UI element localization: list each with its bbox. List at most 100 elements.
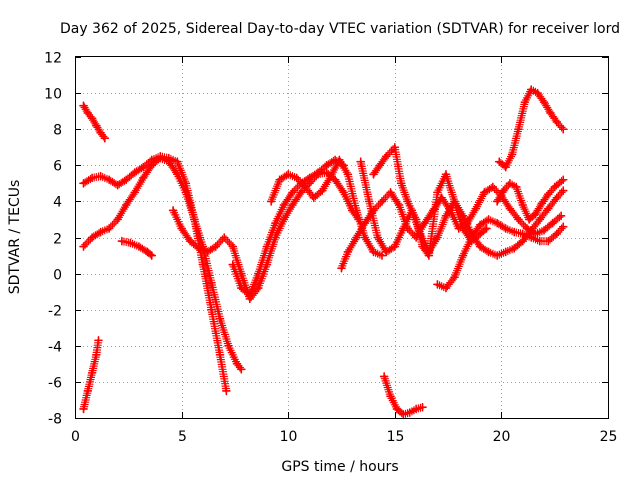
data-point [222,386,231,396]
data-point [337,263,346,273]
data-point [207,305,216,314]
data-point [339,188,348,197]
data-point [512,182,521,192]
data-point [364,197,374,206]
data-point [134,242,144,251]
data-point [520,97,530,107]
data-point [117,236,127,246]
x-tick-label: 0 [71,429,80,445]
data-point [514,215,523,224]
data-point [526,233,536,242]
data-point [322,161,331,170]
data-point [335,155,344,165]
data-point [531,209,540,219]
data-point [411,215,421,224]
series-markers [495,85,568,172]
data-point [87,368,97,378]
data-point [492,218,502,228]
data-point [558,186,568,195]
data-point [79,179,88,188]
data-point [96,171,105,181]
data-point [492,251,502,260]
data-point [539,225,549,235]
data-point [92,350,101,360]
data-point [143,247,152,257]
data-point [524,215,534,224]
data-point [424,251,434,260]
data-point [292,173,302,183]
data-point [215,314,225,324]
data-point [92,121,101,130]
series-arc-7 [228,155,348,300]
series-arc-14 [494,85,568,172]
y-tick-label: 12 [44,51,62,67]
data-point [441,170,451,179]
data-point [224,341,233,351]
data-point [399,410,408,419]
data-point [147,251,157,260]
data-point [558,175,568,185]
data-point [556,211,566,221]
data-point [377,197,387,206]
data-point [379,372,389,381]
data-point [450,272,459,282]
y-tick-label: 4 [53,195,62,211]
data-point [236,283,246,293]
data-point [211,242,221,251]
data-point [552,193,562,203]
data-point [526,225,536,235]
data-point [501,224,510,233]
data-point [484,247,493,257]
data-point [373,233,383,242]
data-point [207,278,216,287]
data-point [173,170,182,179]
data-point [458,251,468,260]
data-point [305,173,314,183]
y-tick-label: 10 [44,87,62,103]
data-point [552,229,562,239]
series-arc-2 [79,336,103,414]
data-point [501,247,510,257]
x-axis-label: GPS time / hours [281,459,398,475]
data-point [418,402,427,412]
series-arc-12 [379,372,427,419]
data-point [309,193,319,203]
data-point [550,182,559,192]
data-point [94,336,103,345]
data-point [356,157,365,166]
data-point [558,124,568,134]
y-axis-label: SDTVAR / TECUs [7,180,23,295]
data-point [262,242,272,251]
data-point [475,242,485,251]
data-point [499,186,508,195]
series-arc-8 [266,155,387,260]
data-point [377,251,387,260]
data-point [279,200,289,210]
series-arc-15 [492,175,568,224]
data-point [232,359,242,369]
x-tick-label: 20 [493,429,511,445]
series-arc-4 [79,153,246,374]
axis-ticks: 0 5 10 15 20 25 -8 -6 -4 -2 0 2 4 6 8 10 12 [44,51,617,446]
x-tick-label: 15 [387,429,405,445]
data-point [79,242,88,251]
data-point [79,404,88,414]
data-point [381,151,391,161]
data-point [202,247,212,257]
y-tick-label: -8 [48,412,62,428]
chart-title: Day 362 of 2025, Sidereal Day-to-day VTE… [60,21,620,37]
data-point [507,150,517,159]
data-point [518,236,528,246]
data-point [322,168,331,177]
x-tick-label: 25 [600,429,618,445]
data-point [96,227,105,237]
data-point [386,392,395,401]
data-point [87,114,97,123]
data-point [509,244,519,253]
data-point [104,224,114,233]
data-point [126,238,135,248]
data-point [535,215,545,224]
data-point [360,233,370,242]
series-markers [79,336,103,414]
